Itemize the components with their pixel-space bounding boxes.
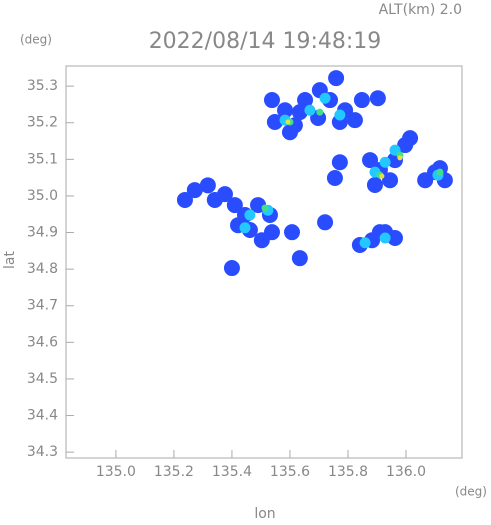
- radar-echo: [359, 237, 371, 249]
- radar-echo: [382, 172, 399, 189]
- chart-title: 2022/08/14 19:48:19: [149, 29, 382, 54]
- radar-echo: [239, 222, 251, 234]
- radar-echo: [263, 92, 280, 109]
- radar-echo: [379, 232, 391, 244]
- radar-echo: [304, 104, 316, 116]
- y-tick-label: 34.7: [27, 298, 58, 314]
- radar-echo: [386, 230, 403, 247]
- y-tick-label: 34.4: [27, 408, 58, 424]
- altitude-label: ALT(km) 2.0: [379, 2, 462, 18]
- radar-echo: [369, 90, 386, 107]
- radar-echo: [263, 224, 280, 241]
- radar-echo: [291, 104, 308, 121]
- x-unit: (deg): [455, 485, 487, 499]
- y-tick-label: 35.1: [27, 151, 58, 167]
- radar-echo: [334, 109, 346, 121]
- radar-echo: [285, 119, 291, 125]
- y-tick-label: 34.8: [27, 261, 58, 277]
- radar-echo: [346, 112, 363, 129]
- y-tick-label: 35.0: [27, 188, 58, 204]
- x-tick-label: 135.4: [212, 464, 252, 480]
- radar-echo: [223, 260, 240, 277]
- radar-echo: [328, 70, 345, 87]
- radar-echo: [199, 177, 216, 194]
- radar-echo: [397, 155, 403, 161]
- y-tick-label: 34.5: [27, 371, 58, 387]
- radar-echo: [366, 176, 383, 193]
- y-tick-label: 34.9: [27, 225, 58, 241]
- radar-echo: [244, 209, 256, 221]
- x-tick-label: 135.2: [154, 464, 194, 480]
- radar-echo: [277, 102, 294, 119]
- radar-echo: [326, 170, 343, 186]
- radar-echo: [297, 92, 314, 109]
- radar-echo: [216, 186, 233, 203]
- x-tick-label: 135.0: [96, 464, 136, 480]
- radar-echo: [266, 114, 283, 130]
- radar-echo: [379, 173, 385, 179]
- radar-echo: [281, 124, 298, 141]
- radar-echo: [316, 108, 324, 116]
- radar-echo: [436, 168, 444, 176]
- y-tick-label: 34.3: [27, 444, 58, 460]
- y-axis-label: lat: [2, 251, 18, 269]
- y-unit: (deg): [20, 33, 52, 47]
- x-tick-label: 135.6: [270, 464, 310, 480]
- plot-frame: [65, 65, 463, 459]
- radar-echo: [226, 197, 243, 214]
- radar-echo: [317, 214, 334, 231]
- radar-echo: [319, 92, 331, 104]
- radar-echo: [362, 152, 379, 169]
- x-tick-label: 136.0: [386, 464, 426, 480]
- radar-echo: [283, 224, 300, 241]
- y-tick-label: 35.3: [27, 78, 58, 94]
- radar-echo: [291, 250, 308, 267]
- radar-echo: [186, 182, 203, 199]
- radar-echo: [353, 92, 370, 109]
- radar-echo: [379, 156, 391, 168]
- x-axis-label: lon: [254, 506, 275, 521]
- y-tick-label: 35.2: [27, 115, 58, 131]
- radar-echo: [176, 191, 193, 208]
- radar-echo: [331, 154, 348, 171]
- y-tick-label: 34.6: [27, 334, 58, 350]
- x-tick-label: 135.8: [328, 464, 368, 480]
- radar-echo: [261, 204, 269, 212]
- radar-echo: [402, 130, 419, 147]
